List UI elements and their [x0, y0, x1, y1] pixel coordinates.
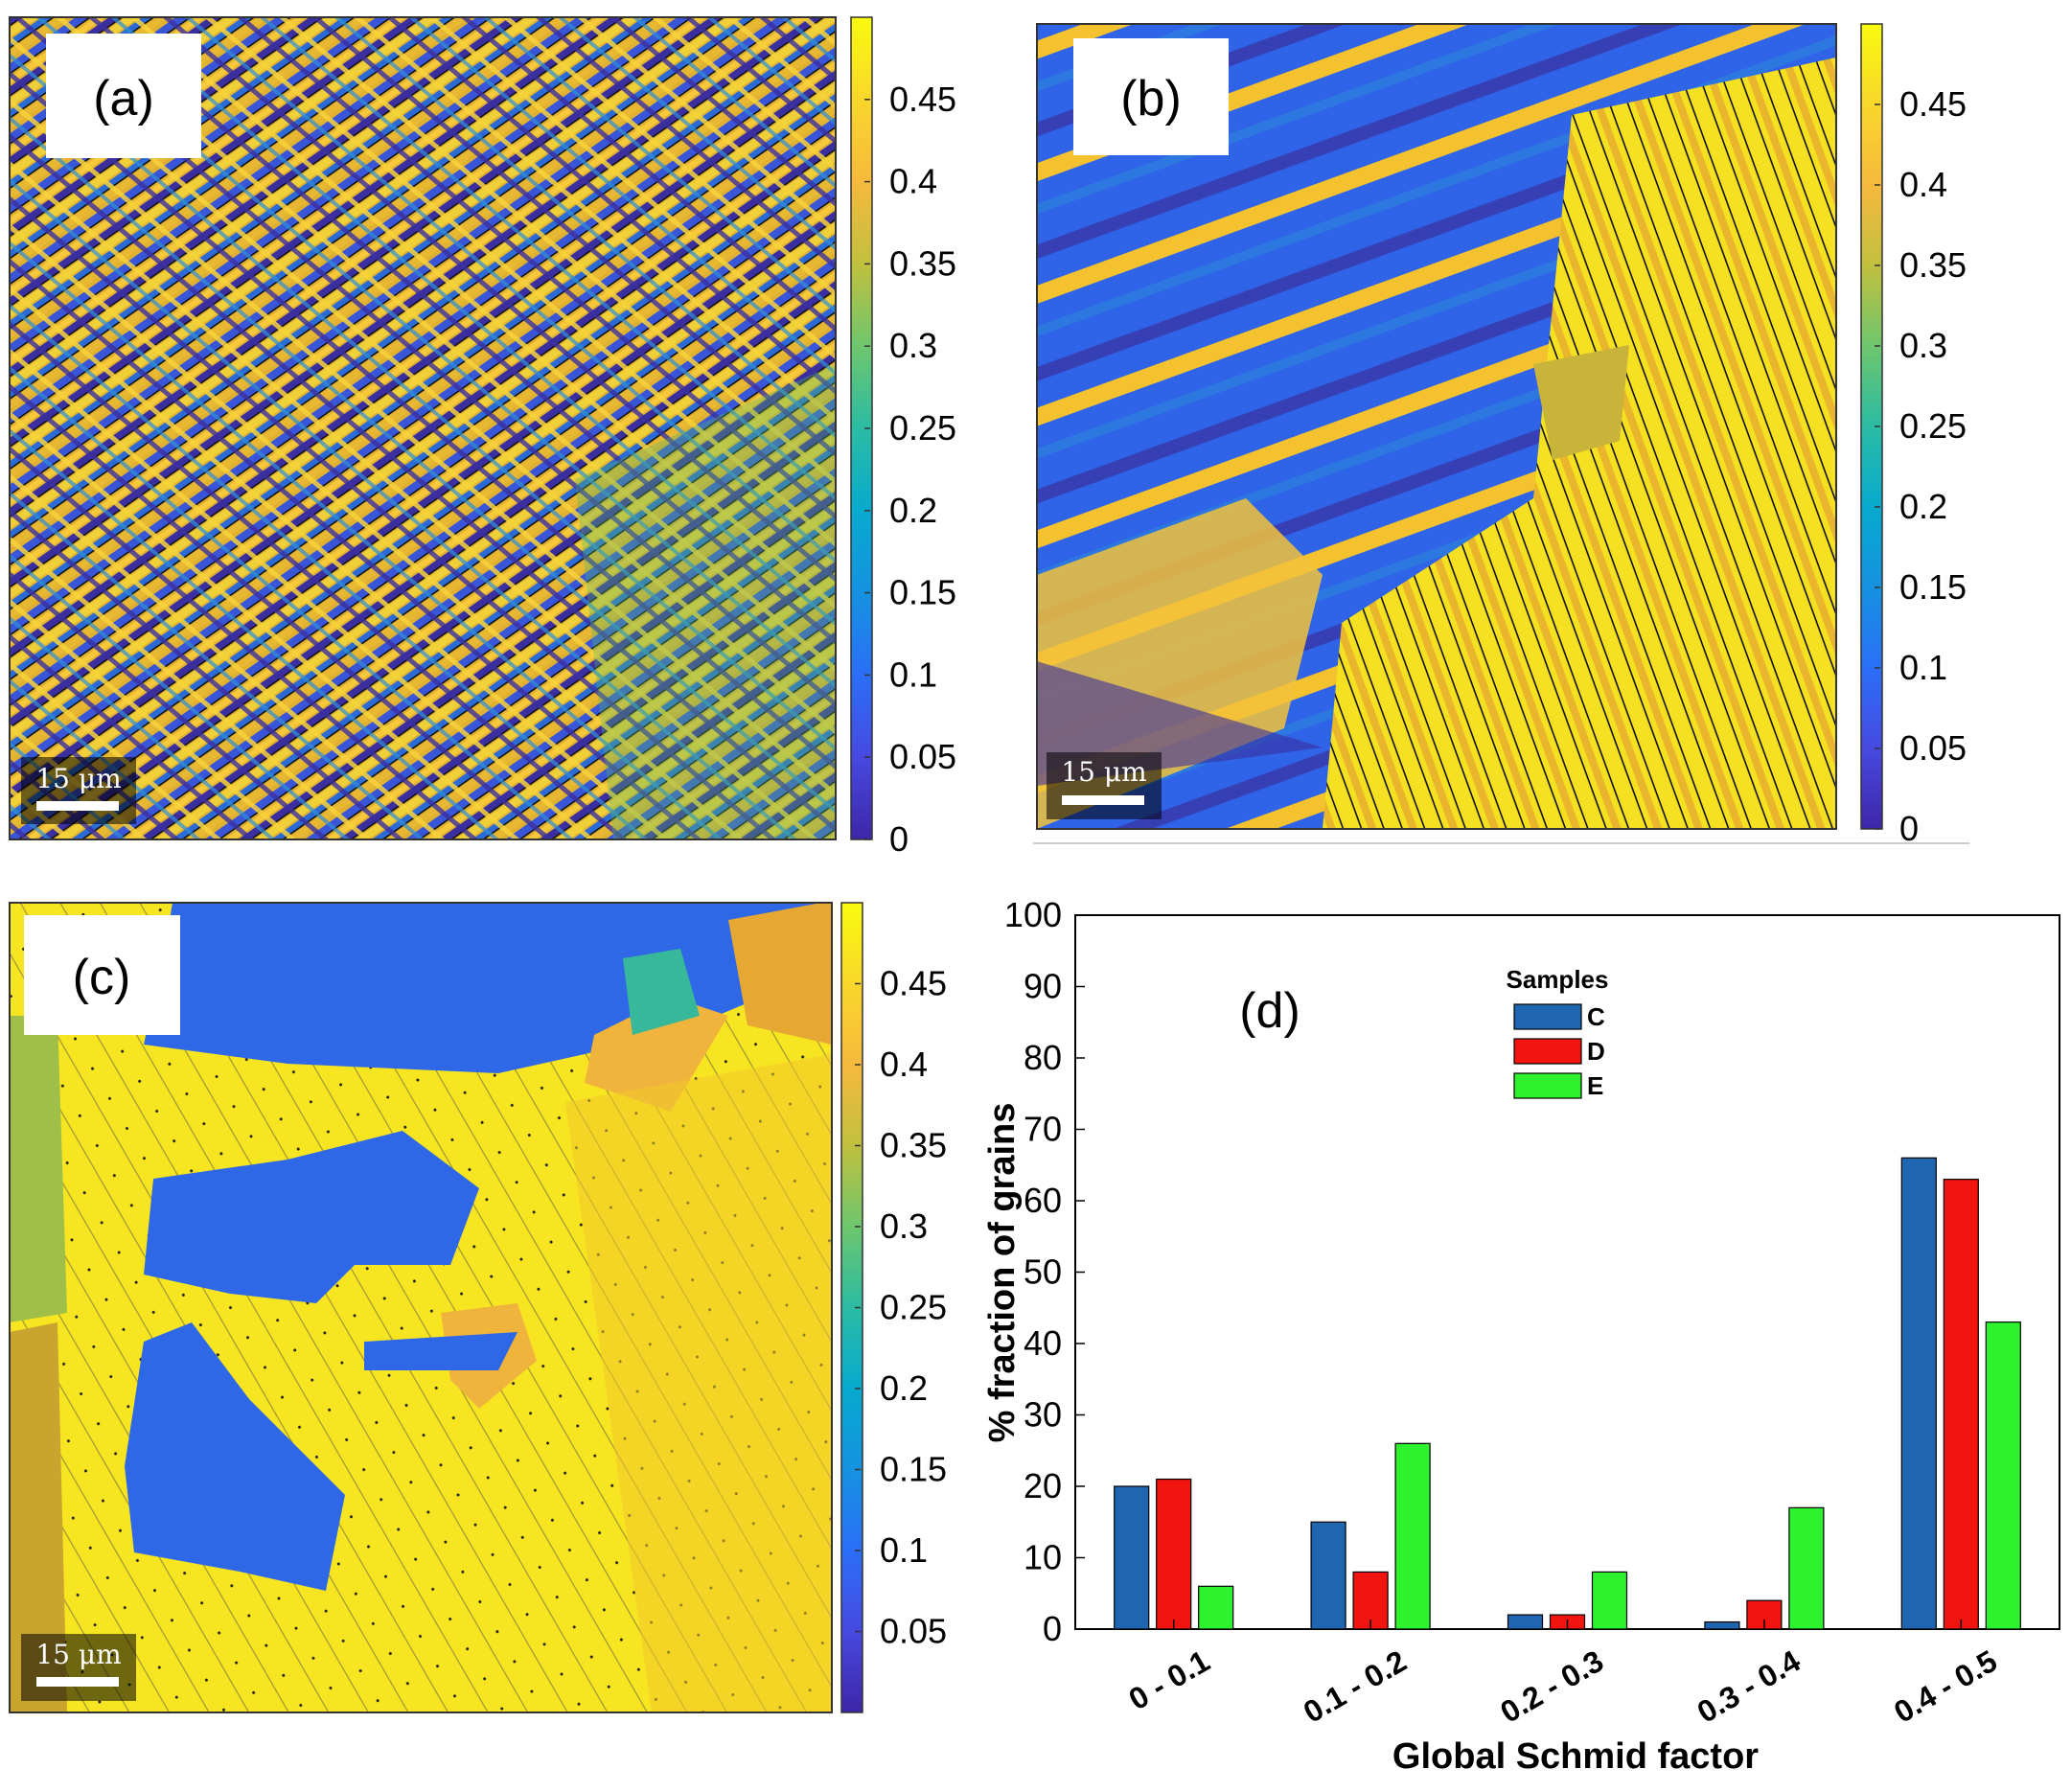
panel-a: (a) 15 μm 0.450.40.350.30.250.20.150.10.…: [9, 16, 956, 859]
bar-C-4: [1900, 1157, 1937, 1630]
panel-a-label: (a): [93, 71, 154, 126]
colorbar-tick-label: 0.2: [1899, 487, 1947, 526]
y-tick-label: 30: [1024, 1395, 1062, 1435]
bar-C-3: [1704, 1620, 1740, 1630]
colorbar-tick-label: 0.15: [889, 573, 956, 612]
bar-E-2: [1591, 1571, 1628, 1630]
colorbar-tick-label: 0.35: [889, 243, 956, 283]
colorbar-tick-label: 0.35: [880, 1126, 947, 1165]
panel-c-colorbar: [840, 902, 863, 1713]
legend: Samples CDE: [1507, 965, 1609, 1100]
colorbar-tick-label: 0.2: [880, 1368, 928, 1408]
legend-title: Samples: [1507, 965, 1609, 994]
panel-a-scale-text: 15 μm: [35, 763, 121, 794]
bar-D-4: [1943, 1179, 1979, 1630]
legend-label-E: E: [1587, 1071, 1603, 1100]
panel-a-colorbar-ticks: 0.45 0.4 0.35 0.3 0.25 0.2 0.15 0.1 0.05 0: [864, 80, 956, 859]
x-tick-label: 0.2 - 0.3: [1494, 1643, 1609, 1730]
bars: [1114, 1157, 2021, 1630]
panel-c-scale-text: 15 μm: [35, 1639, 121, 1670]
colorbar-tick-label: 0.15: [880, 1450, 947, 1489]
panel-b-colorbar: [1860, 23, 1883, 830]
colorbar-tick-label: 0.4: [1899, 165, 1947, 204]
panel-c-label: (c): [73, 950, 131, 1005]
colorbar-tick-label: 0.05: [889, 737, 956, 776]
colorbar-tick-label: 0.25: [1899, 406, 1967, 446]
panel-b: (b) 15 μm 0.450.40.350.30.250.20.150.10.…: [1033, 23, 1969, 848]
panel-b-label-box: [1073, 38, 1229, 155]
colorbar-tick-label: 0.4: [880, 1045, 928, 1084]
colorbar-tick-label: 0.1: [1899, 648, 1947, 687]
x-tick-label: 0.3 - 0.4: [1691, 1643, 1806, 1730]
y-axis-label: % fraction of grains: [982, 1103, 1023, 1443]
panel-b-schmid-map: [1037, 24, 1836, 829]
x-axis-label: Global Schmid factor: [1392, 1736, 1759, 1777]
x-axis-ticks: 0 - 0.1 0.1 - 0.2 0.2 - 0.3 0.3 - 0.4 0.4 - …: [1123, 1620, 2003, 1730]
y-tick-label: 0: [1043, 1609, 1062, 1648]
panel-c-schmid-map: [10, 903, 832, 1712]
y-tick-label: 60: [1024, 1181, 1062, 1220]
legend-swatch-E: [1513, 1072, 1582, 1099]
panel-a-colorbar: [850, 16, 873, 840]
legend-swatch-D: [1513, 1038, 1582, 1065]
colorbar-tick-label: 0.05: [880, 1612, 947, 1651]
panel-c-label-box: [24, 915, 180, 1035]
panel-b-label: (b): [1120, 71, 1182, 126]
panel-b-scale-text: 15 μm: [1061, 756, 1146, 788]
y-axis-ticks: 0 10 20 30 40 50 60 70 80 90 100: [1004, 895, 1085, 1648]
legend-swatch-C: [1513, 1003, 1582, 1030]
colorbar-tick-label: 0.25: [880, 1288, 947, 1327]
panel-d-label: (d): [1239, 983, 1300, 1039]
colorbar-tick-label: 0.4: [889, 162, 937, 201]
y-tick-label: 50: [1024, 1252, 1062, 1292]
panel-c: (c) 15 μm 0.450.40.350.30.250.20.150.10.…: [9, 902, 947, 1713]
y-tick-label: 20: [1024, 1466, 1062, 1505]
colorbar-tick-label: 0.3: [1899, 326, 1947, 365]
legend-label-D: D: [1587, 1037, 1605, 1066]
colorbar-tick-label: 0.3: [880, 1206, 928, 1246]
bar-E-4: [1985, 1321, 2021, 1630]
colorbar-tick-label: 0.45: [889, 80, 956, 119]
panel-b-colorbar-ticks: 0.45 0.4 0.35 0.3 0.25 0.2 0.15 0.1 0.05 0: [1875, 84, 1967, 848]
colorbar-tick-label: 0.45: [880, 964, 947, 1003]
colorbar-tick-label: 0: [889, 819, 909, 859]
bar-C-1: [1310, 1521, 1346, 1630]
colorbar-tick-label: 0.15: [1899, 567, 1967, 607]
plot-area: [1074, 914, 2060, 1630]
colorbar-tick-label: 0.45: [1899, 84, 1967, 124]
y-tick-label: 70: [1024, 1110, 1062, 1149]
y-tick-label: 90: [1024, 967, 1062, 1006]
panel-c-scale-bar: [36, 1677, 119, 1687]
colorbar-tick-label: 0: [1899, 809, 1919, 848]
bar-E-0: [1198, 1585, 1234, 1630]
panel-a-scale-bar: [36, 801, 119, 811]
bar-C-0: [1114, 1485, 1150, 1630]
bar-C-2: [1507, 1614, 1544, 1630]
y-tick-label: 40: [1024, 1323, 1062, 1363]
panel-c-colorbar-ticks: 0.45 0.4 0.35 0.3 0.25 0.2 0.15 0.1 0.05: [855, 964, 947, 1651]
x-tick-label: 0.4 - 0.5: [1888, 1643, 2003, 1730]
colorbar-tick-label: 0.2: [889, 491, 937, 530]
bar-D-0: [1156, 1478, 1192, 1630]
colorbar-tick-label: 0.1: [880, 1530, 928, 1570]
panel-a-label-box: [46, 34, 201, 158]
x-tick-label: 0.1 - 0.2: [1298, 1643, 1413, 1730]
colorbar-tick-label: 0.3: [889, 326, 937, 365]
panel-b-scale-bar: [1062, 795, 1144, 805]
colorbar-tick-label: 0.05: [1899, 728, 1967, 768]
y-tick-label: 80: [1024, 1038, 1062, 1077]
legend-label-C: C: [1587, 1002, 1605, 1031]
y-tick-label: 10: [1024, 1538, 1062, 1577]
y-tick-label: 100: [1004, 895, 1062, 934]
colorbar-tick-label: 0.1: [889, 655, 937, 694]
x-tick-label: 0 - 0.1: [1123, 1643, 1216, 1717]
bar-E-1: [1394, 1442, 1431, 1630]
bar-E-3: [1788, 1506, 1825, 1630]
colorbar-tick-label: 0.35: [1899, 245, 1967, 285]
colorbar-tick-label: 0.25: [889, 408, 956, 448]
